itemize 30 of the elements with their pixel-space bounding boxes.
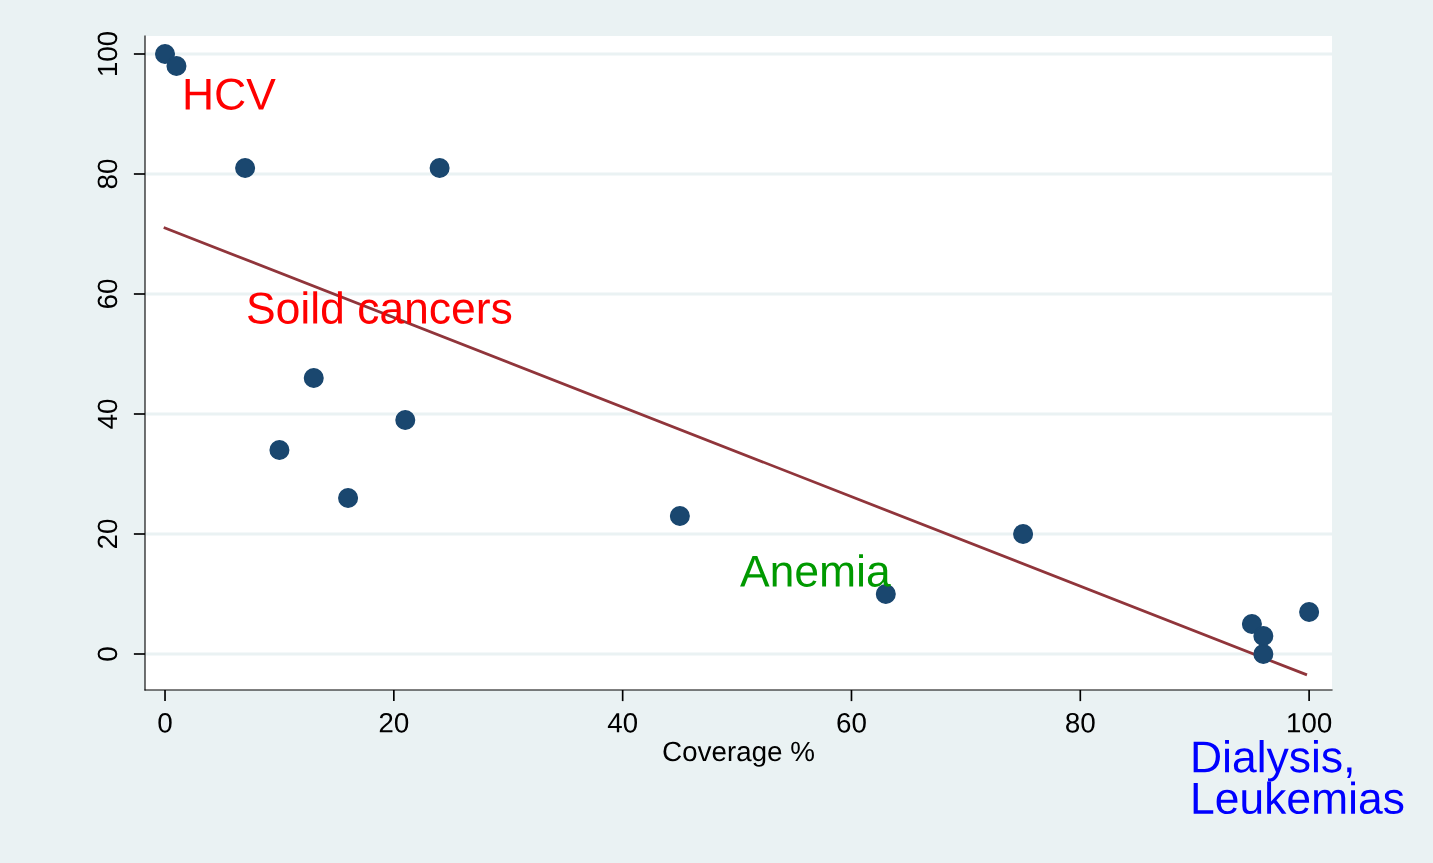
y-tick-label: 100 <box>97 31 118 76</box>
y-tick-label: 60 <box>97 279 118 309</box>
x-tick-label: 40 <box>607 712 638 733</box>
x-tick-label: 80 <box>1066 712 1095 733</box>
annotation: HCV <box>185 78 276 110</box>
point <box>235 157 256 179</box>
point <box>429 157 450 179</box>
x-tick-label: 0 <box>158 712 172 733</box>
point <box>1253 625 1274 647</box>
y-tick-label: 80 <box>97 159 118 189</box>
point <box>1241 613 1262 635</box>
point <box>395 409 416 431</box>
y-tick-label: 0 <box>97 647 118 661</box>
point <box>269 439 290 461</box>
point <box>166 55 187 77</box>
annotation: Anemia <box>740 554 891 587</box>
y-tick-label: 40 <box>97 399 118 429</box>
y-tick-label: 20 <box>97 519 118 549</box>
point <box>1299 601 1320 623</box>
point <box>1253 643 1274 665</box>
x-tick-label: 60 <box>837 712 866 733</box>
point <box>669 505 690 527</box>
point <box>338 487 359 509</box>
text: Dialysis, Leukemias <box>1193 740 1404 815</box>
point <box>155 43 176 65</box>
x-tick-label: 20 <box>379 712 409 733</box>
point <box>1013 523 1034 545</box>
point <box>303 367 324 389</box>
x-tick-label: 100 <box>1288 712 1332 733</box>
x-axis-title: Coverage % <box>663 741 814 767</box>
